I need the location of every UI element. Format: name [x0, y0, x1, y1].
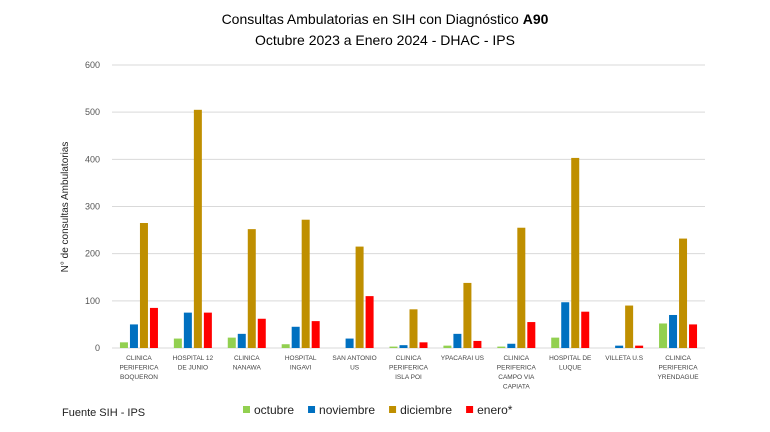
bar-diciembre-4: [355, 246, 364, 348]
x-tick-label: PERIFERICA: [389, 365, 429, 372]
x-tick-label: BOQUERON: [120, 374, 158, 381]
bar-octubre-2: [227, 337, 236, 348]
title-bold: A90: [523, 11, 549, 27]
x-tick-label: CLINICA: [234, 355, 260, 362]
bar-noviembre-10: [669, 314, 678, 348]
x-tick-label: CLINICA: [503, 355, 529, 362]
x-tick-label: NANAWA: [233, 365, 262, 372]
bar-enero-8: [581, 311, 590, 348]
bar-octubre-8: [551, 337, 560, 348]
chart-title-line1: Consultas Ambulatorias en SIH con Diagnó…: [222, 11, 549, 27]
x-tick-label: INGAVI: [290, 365, 312, 372]
x-tick-label: PERIFERICA: [659, 365, 699, 372]
x-tick-label: CLINICA: [396, 355, 422, 362]
bar-diciembre-8: [571, 157, 580, 348]
legend-swatch: [389, 406, 397, 413]
bar-enero-4: [365, 296, 374, 348]
bar-octubre-0: [119, 342, 128, 348]
bar-octubre-7: [497, 346, 506, 348]
bar-octubre-5: [389, 346, 398, 348]
bar-noviembre-1: [183, 312, 192, 348]
bar-noviembre-6: [453, 333, 462, 348]
bar-enero-3: [311, 321, 320, 348]
bar-diciembre-7: [517, 227, 526, 348]
bar-noviembre-9: [615, 345, 624, 348]
x-tick-label: LUQUE: [559, 365, 582, 372]
bar-noviembre-7: [507, 343, 516, 348]
bar-octubre-3: [281, 344, 290, 348]
x-tick-label: HOSPITAL 12: [173, 355, 214, 362]
x-tick-label: PERIFERICA: [497, 365, 537, 372]
x-tick-label: YRENDAGUE: [657, 374, 699, 381]
y-tick-label: 100: [85, 296, 100, 306]
bar-diciembre-3: [301, 219, 310, 348]
bar-noviembre-0: [129, 324, 138, 348]
bar-enero-1: [203, 312, 212, 348]
bar-octubre-6: [443, 345, 452, 348]
bar-enero-0: [149, 307, 158, 348]
legend-swatch: [308, 406, 316, 413]
bar-noviembre-3: [291, 326, 300, 348]
y-tick-label: 0: [95, 343, 100, 353]
y-tick-label: 300: [85, 202, 100, 212]
legend-swatch: [466, 406, 474, 413]
x-tick-label: CLINICA: [126, 355, 152, 362]
y-tick-label: 400: [85, 154, 100, 164]
x-tick-label: PERIFERICA: [119, 365, 159, 372]
title-prefix: Consultas Ambulatorias en SIH con Diagnó…: [222, 11, 523, 27]
x-tick-label: VILLETA U.S: [605, 355, 643, 362]
bar-enero-2: [257, 318, 266, 348]
legend-label: enero*: [477, 403, 513, 417]
legend-label: diciembre: [400, 403, 452, 417]
bar-enero-9: [635, 345, 644, 348]
x-tick-label: DE JUNIO: [178, 365, 208, 372]
bar-diciembre-2: [247, 229, 256, 348]
x-tick-label: US: [350, 365, 360, 372]
y-axis-label: N° de consultas Ambulatorias: [60, 142, 71, 273]
legend-swatch: [243, 406, 250, 413]
y-tick-label: 200: [85, 249, 100, 259]
bar-diciembre-1: [193, 109, 202, 348]
x-tick-label: CLINICA: [665, 355, 691, 362]
bar-octubre-10: [659, 323, 668, 348]
y-tick-label: 500: [85, 107, 100, 117]
x-tick-label: ISLA POI: [395, 374, 422, 381]
x-tick-label: YPACARAI US: [441, 355, 485, 362]
bar-noviembre-4: [345, 338, 354, 348]
x-tick-label: CAPIATA: [503, 384, 531, 391]
x-tick-label: HOSPITAL DE: [549, 355, 592, 362]
bar-enero-10: [689, 324, 698, 348]
bar-enero-5: [419, 342, 428, 348]
x-tick-label: CAMPO VIA: [498, 374, 535, 381]
bar-octubre-1: [173, 338, 182, 348]
bar-noviembre-8: [561, 302, 570, 348]
x-tick-label: HOSPITAL: [285, 355, 317, 362]
x-tick-label: SAN ANTONIO: [332, 355, 376, 362]
bar-diciembre-10: [679, 238, 688, 348]
source-note: Fuente SIH - IPS: [62, 407, 145, 419]
bar-diciembre-6: [463, 282, 472, 348]
bar-diciembre-0: [139, 223, 148, 348]
bar-enero-6: [473, 340, 482, 348]
legend-label: octubre: [254, 403, 294, 417]
y-tick-label: 600: [85, 60, 100, 70]
bar-diciembre-9: [625, 305, 634, 348]
chart-title-line2: Octubre 2023 a Enero 2024 - DHAC - IPS: [255, 32, 515, 48]
bar-enero-7: [527, 322, 536, 348]
bar-noviembre-5: [399, 345, 408, 348]
bar-diciembre-5: [409, 309, 418, 348]
legend-label: noviembre: [319, 403, 375, 417]
bar-noviembre-2: [237, 333, 246, 348]
